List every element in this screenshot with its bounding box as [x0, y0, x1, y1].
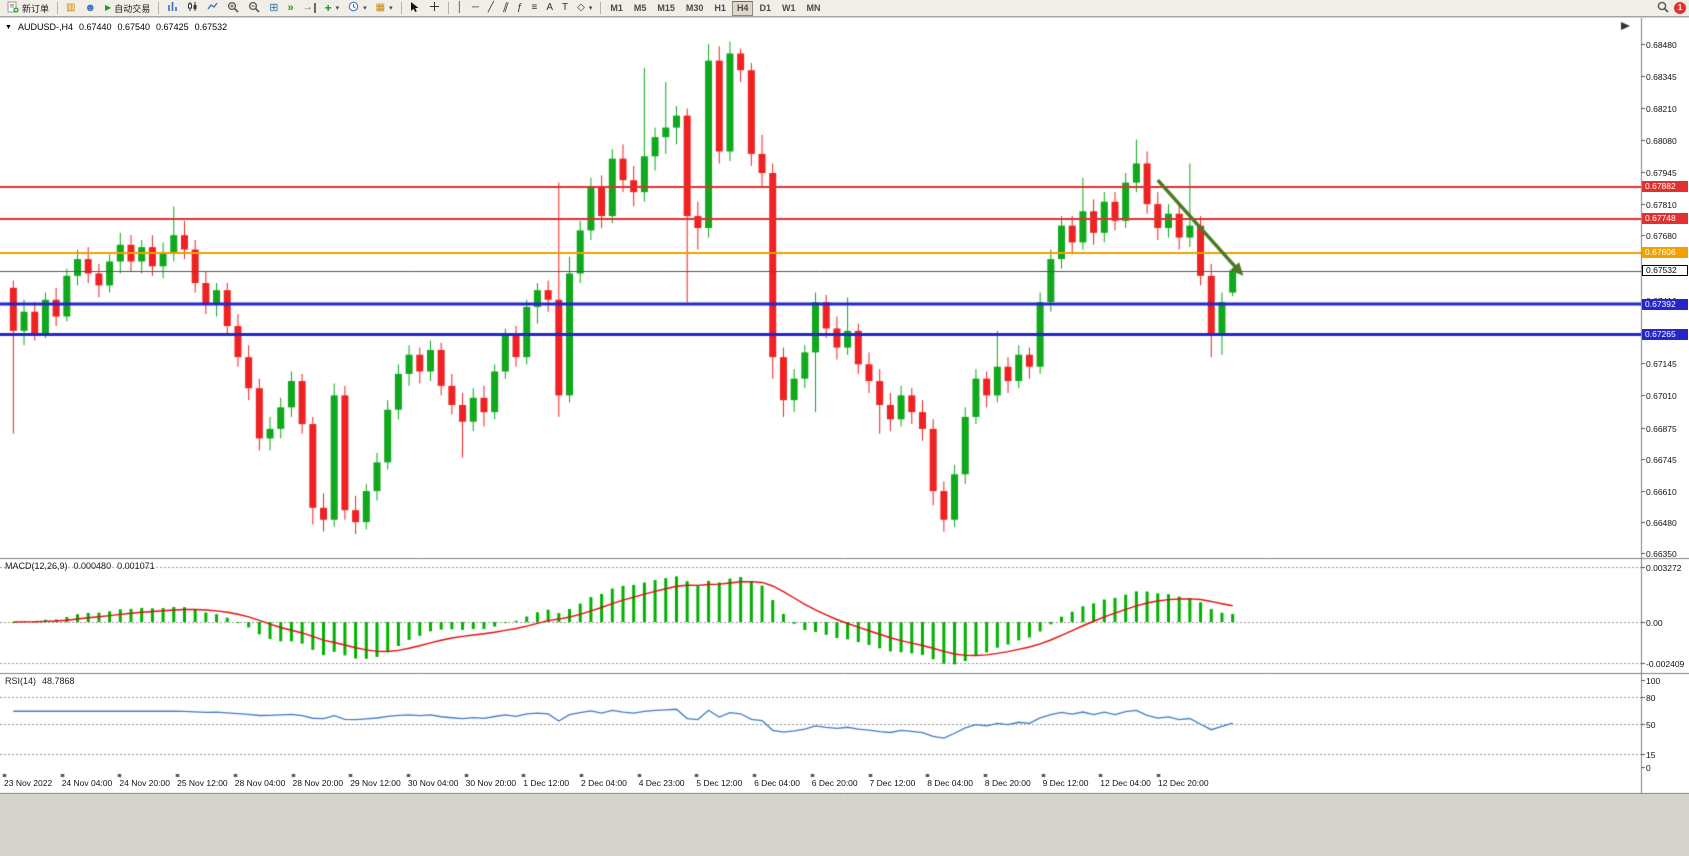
chart-shift-button[interactable]: → — [299, 1, 320, 16]
new-order-icon — [7, 1, 19, 16]
timeframe-m1-button[interactable]: M1 — [605, 1, 628, 16]
text-label-tool-button[interactable]: T — [558, 1, 572, 16]
auto-trading-icon: ▶ — [105, 3, 112, 12]
timeframe-mn-button[interactable]: MN — [801, 1, 825, 16]
bar-chart-type-button[interactable] — [163, 1, 182, 16]
auto-trading-label: 自动交易 — [114, 3, 151, 14]
periods-button[interactable]: ▾ — [344, 1, 371, 16]
auto-scroll-icon: » — [287, 1, 294, 14]
fibonacci-icon: ƒ — [516, 2, 523, 13]
vertical-line-icon: │ — [456, 2, 463, 13]
objects-list-button[interactable]: ≡ — [528, 1, 542, 16]
timeframe-h1-button[interactable]: H1 — [709, 1, 731, 16]
new-order-button[interactable]: 新订单 — [3, 1, 53, 16]
horizontal-line-icon: ─ — [471, 2, 479, 13]
search-icon — [1657, 1, 1669, 16]
chevron-down-icon: ▾ — [363, 5, 367, 12]
line-chart-type-button[interactable] — [203, 1, 222, 16]
tile-windows-icon: ⊞ — [269, 1, 279, 14]
objects-list-icon: ≡ — [531, 2, 538, 13]
candlestick-icon — [187, 1, 198, 15]
timeframe-w1-button[interactable]: W1 — [777, 1, 801, 16]
search-button[interactable] — [1653, 1, 1673, 16]
line-chart-icon — [207, 1, 218, 15]
toolbar-separator — [57, 2, 59, 14]
timeframe-d1-button[interactable]: D1 — [754, 1, 776, 16]
chevron-down-icon: ▾ — [588, 5, 593, 12]
zoom-in-icon — [227, 1, 239, 16]
toolbar-separator — [447, 2, 449, 14]
clock-icon — [348, 1, 359, 15]
open-chart-button[interactable]: ▥ — [62, 1, 79, 16]
profiles-button[interactable]: ☻ — [80, 1, 100, 16]
candlestick-type-button[interactable] — [183, 1, 202, 16]
vertical-line-tool-button[interactable]: │ — [453, 1, 467, 16]
timeframe-m5-button[interactable]: M5 — [629, 1, 652, 16]
zoom-out-button[interactable] — [244, 1, 264, 16]
trendline-tool-button[interactable]: ╱ — [484, 1, 498, 16]
channel-icon: ∥ — [501, 2, 510, 13]
horizontal-line-tool-button[interactable]: ─ — [468, 1, 483, 16]
text-tool-button[interactable]: A — [542, 1, 557, 16]
timeframe-h4-button[interactable]: H4 — [731, 0, 754, 16]
tile-windows-button[interactable]: ⊞ — [265, 1, 282, 16]
trendline-icon: ╱ — [487, 2, 494, 13]
shapes-button[interactable]: ◇ ▾ — [573, 1, 596, 16]
shapes-icon: ◇ — [577, 2, 585, 13]
fibonacci-tool-button[interactable]: ƒ — [513, 1, 527, 16]
chart-shift-icon: → — [303, 3, 316, 13]
templates-button[interactable]: ▦ ▾ — [372, 1, 397, 16]
text-tool-icon: A — [546, 2, 554, 13]
chart-window-icon: ▥ — [66, 2, 76, 13]
profile-icon: ☻ — [84, 1, 97, 14]
toolbar-separator — [600, 2, 602, 14]
toolbar: 新订单 ▥ ☻ ▶ 自动交易 ⊞ » → + ▾ ▾ ▦ ▾ │ ─ ╱ ∥ ƒ ≡… — [0, 0, 1689, 17]
auto-scroll-button[interactable]: » — [283, 1, 297, 16]
timeframe-m30-button[interactable]: M30 — [681, 1, 709, 16]
chart-window: ▼ AUDUSD-,H4 0.67440 0.67540 0.67425 0.6… — [0, 18, 1689, 794]
toolbar-separator — [158, 2, 160, 14]
toolbar-separator — [400, 2, 402, 14]
bar-chart-icon — [167, 1, 178, 15]
zoom-out-icon — [248, 1, 260, 16]
indicators-button[interactable]: + ▾ — [321, 1, 344, 16]
cursor-button[interactable] — [406, 1, 424, 16]
notifications-badge[interactable]: 1 — [1674, 2, 1686, 14]
crosshair-icon — [429, 1, 440, 15]
add-indicator-icon: + — [324, 1, 332, 15]
zoom-in-button[interactable] — [223, 1, 243, 16]
chevron-down-icon: ▾ — [335, 5, 340, 12]
crosshair-button[interactable] — [425, 1, 444, 16]
chevron-down-icon: ▾ — [389, 5, 393, 12]
channel-tool-button[interactable]: ∥ — [499, 1, 512, 16]
cursor-icon — [410, 1, 420, 16]
text-label-icon: T — [562, 2, 569, 13]
template-icon: ▦ — [375, 2, 386, 13]
timeframe-m15-button[interactable]: M15 — [652, 1, 680, 16]
auto-trading-button[interactable]: ▶ 自动交易 — [101, 1, 154, 16]
price-chart-canvas[interactable] — [0, 18, 1689, 794]
new-order-label: 新订单 — [22, 3, 50, 14]
